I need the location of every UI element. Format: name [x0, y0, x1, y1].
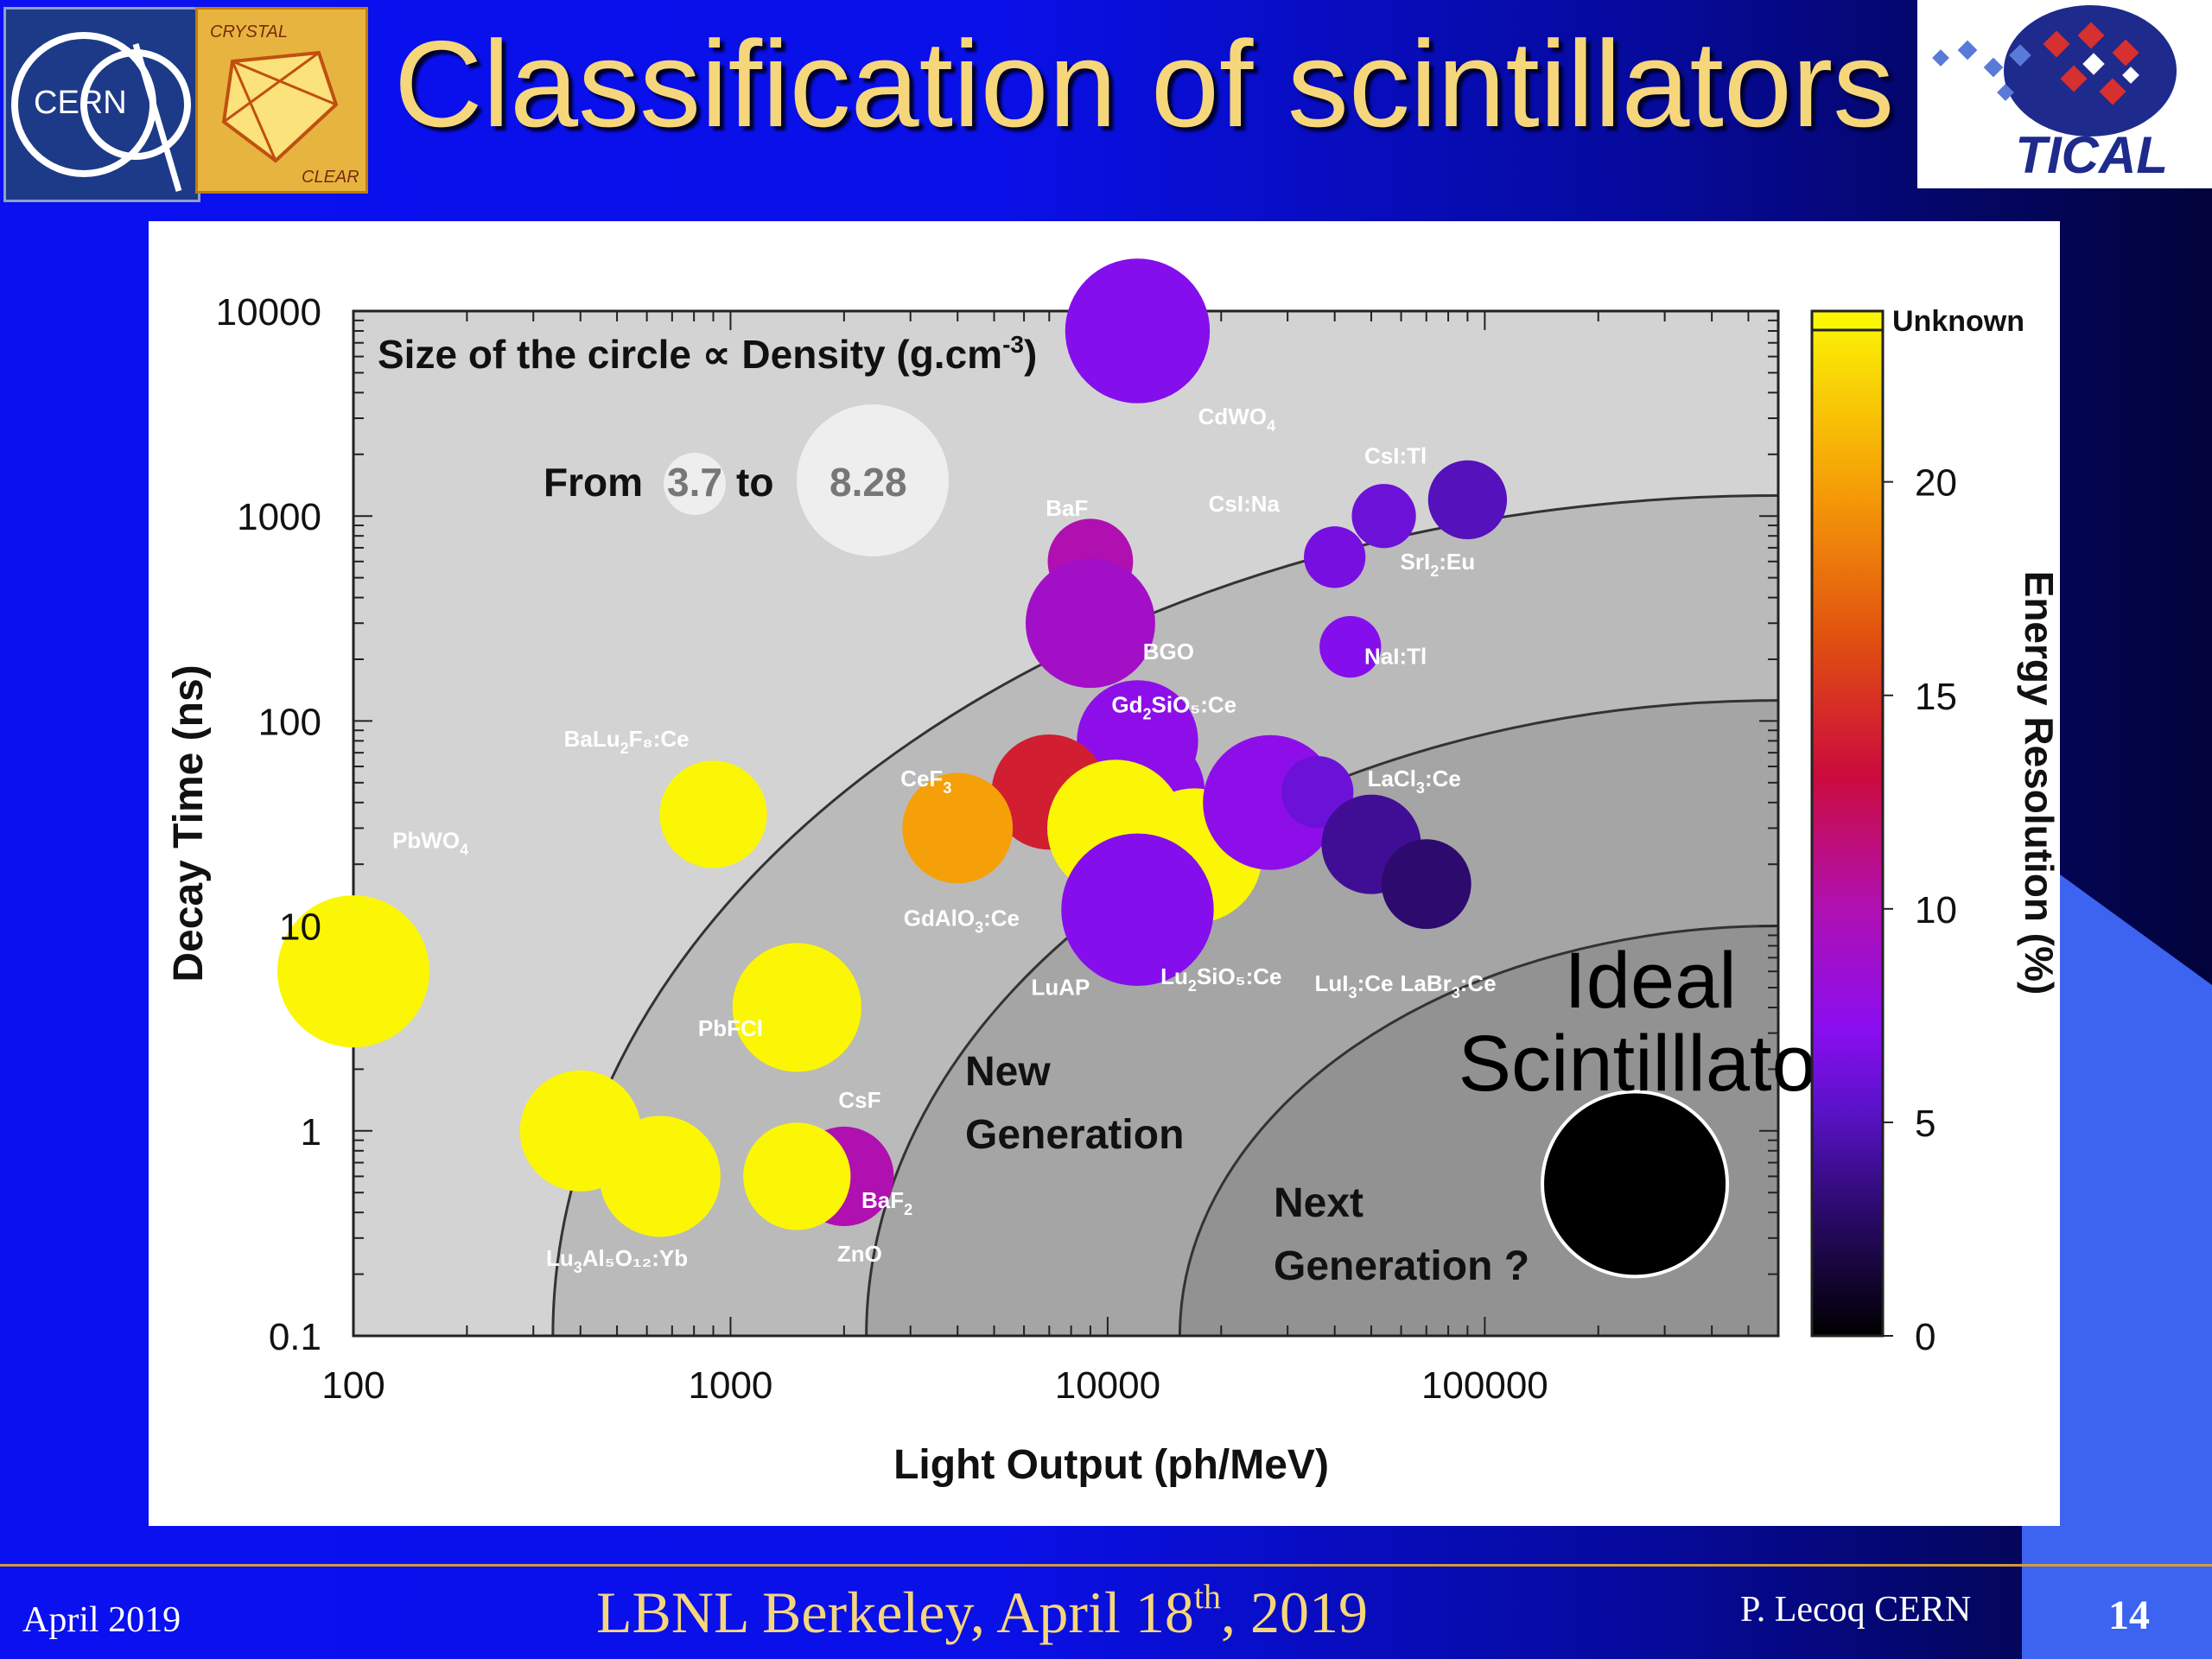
point-label: LuAP: [1031, 975, 1090, 1001]
x-tick-label: 1000: [689, 1364, 773, 1407]
ideal-scintillator-point: [1541, 1090, 1730, 1279]
data-point: [1061, 833, 1214, 987]
point-label: BaF2: [861, 1187, 912, 1218]
region-label-new-line2: Generation: [965, 1112, 1184, 1158]
size-note: Size of the circle ∝ Density (g.cm-3): [378, 331, 1037, 377]
crystal-clear-logo: CRYSTAL CLEAR: [195, 7, 368, 194]
arc-boundary-3: [1178, 925, 1778, 1336]
region-label-next-line2: Generation ?: [1274, 1243, 1529, 1289]
y-tick-label: 100: [258, 701, 321, 743]
footer-event: LBNL Berkeley, April 18th, 2019: [596, 1577, 1368, 1646]
y-tick-label: 0.1: [269, 1316, 321, 1358]
data-point: [1381, 839, 1471, 930]
y-tick-label: 10: [279, 906, 321, 949]
point-label: Gd2SiO₅:Ce: [1111, 692, 1236, 723]
colorbar-tick-label: 5: [1915, 1103, 1936, 1145]
point-labels: CdWO4 CsI:Tl BaF CsI:Na SrI2:Eu BGO NaI:Tl Gd2S…: [392, 404, 1497, 1276]
data-point: [902, 772, 1014, 884]
data-point: [732, 943, 861, 1072]
y-tick-labels: 0.1 1 10 100 1000 10000: [216, 291, 321, 1358]
point-label: NaI:Tl: [1364, 643, 1427, 669]
size-legend-to: to: [736, 460, 773, 505]
size-legend-from: From: [543, 460, 643, 505]
tical-logo: TICAL: [1917, 0, 2212, 188]
x-axis-title: Light Output (ph/MeV): [893, 1442, 1329, 1488]
x-tick-labels: 100 1000 10000 100000: [321, 1364, 1548, 1407]
cern-logo: CERN: [3, 7, 200, 202]
colorbar-ticks: 0 5 10 15 20: [1883, 462, 1957, 1358]
point-label: CsI:Na: [1209, 491, 1281, 517]
point-label: LaCl3:Ce: [1368, 766, 1461, 797]
data-point: [1304, 526, 1366, 588]
colorbar-unknown-label: Unknown: [1892, 305, 2024, 338]
colorbar-tick-label: 20: [1915, 462, 1957, 505]
size-legend-small-circle: [664, 453, 726, 515]
chart-panel: Size of the circle ∝ Density (g.cm-3) Fr…: [149, 221, 2060, 1526]
data-point: [1065, 258, 1211, 404]
page-number: 14: [2108, 1592, 2150, 1638]
size-legend-large-circle: [797, 404, 949, 556]
data-point: [1427, 460, 1508, 540]
point-label: CsF: [838, 1087, 880, 1113]
cern-logo-text: CERN: [34, 85, 127, 121]
point-label: SrI2:Eu: [1401, 549, 1476, 580]
y-tick-label: 1: [301, 1111, 321, 1154]
x-tick-label: 100000: [1421, 1364, 1548, 1407]
data-point: [1351, 484, 1416, 549]
scintillator-chart: Size of the circle ∝ Density (g.cm-3) Fr…: [166, 258, 2060, 1488]
footer-date: April 2019: [22, 1600, 181, 1640]
x-tick-label: 10000: [1055, 1364, 1160, 1407]
crystal-logo-bottom-text: CLEAR: [302, 168, 359, 187]
region-label-new-line1: New: [965, 1049, 1051, 1095]
point-label: PbWO4: [392, 827, 468, 858]
colorbar-tick-label: 15: [1915, 676, 1957, 718]
data-point: [659, 760, 767, 868]
plot-frame: [352, 309, 1780, 1338]
point-label: CeF3: [900, 766, 951, 797]
size-legend-max: 8.28: [830, 460, 907, 505]
data-point: [1025, 558, 1155, 689]
colorbar-unknown-swatch: [1810, 309, 1885, 332]
point-label: ZnO: [837, 1241, 882, 1267]
region-label-next-line1: Next: [1274, 1180, 1363, 1226]
footer-divider: [0, 1564, 2212, 1567]
ideal-label-line2: Scintilllator: [1459, 1020, 1843, 1108]
data-points: [277, 258, 1508, 1237]
y-tick-label: 1000: [237, 496, 321, 538]
point-label: BGO: [1143, 639, 1194, 664]
point-label: LuI3:Ce: [1315, 970, 1394, 1001]
colorbar: [1810, 309, 1885, 1338]
colorbar-tick-label: 10: [1915, 889, 1957, 931]
point-label: CdWO4: [1198, 404, 1275, 435]
point-label: Lu3Al₅O₁₂:Yb: [546, 1245, 688, 1276]
point-label: BaF: [1046, 495, 1088, 521]
footer-author: P. Lecoq CERN: [1740, 1590, 1972, 1630]
data-point: [1319, 615, 1382, 678]
data-point: [599, 1116, 721, 1237]
colorbar-tick-label: 0: [1915, 1316, 1936, 1358]
crystal-logo-top-text: CRYSTAL: [210, 22, 288, 41]
point-label: PbFCl: [698, 1015, 763, 1041]
colorbar-title: Energy Resolution (%): [2017, 571, 2060, 995]
slide-title: Classification of scintillators: [394, 16, 1895, 153]
y-axis-title: Decay Time (ns): [166, 664, 212, 982]
point-label: LaBr3:Ce: [1400, 970, 1496, 1001]
y-tick-label: 10000: [216, 291, 321, 334]
tical-logo-text: TICAL: [2015, 126, 2168, 184]
point-label: CsI:Tl: [1364, 443, 1427, 469]
size-legend-min: 3.7: [667, 460, 722, 505]
data-point: [743, 1122, 851, 1230]
point-label: BaLu2F₈:Ce: [564, 726, 690, 757]
x-tick-label: 100: [321, 1364, 385, 1407]
point-label: Lu2SiO₅:Ce: [1160, 963, 1281, 995]
data-point: [277, 895, 429, 1048]
point-label: GdAlO3:Ce: [904, 906, 1020, 937]
ideal-label-line1: Ideal: [1564, 937, 1737, 1025]
